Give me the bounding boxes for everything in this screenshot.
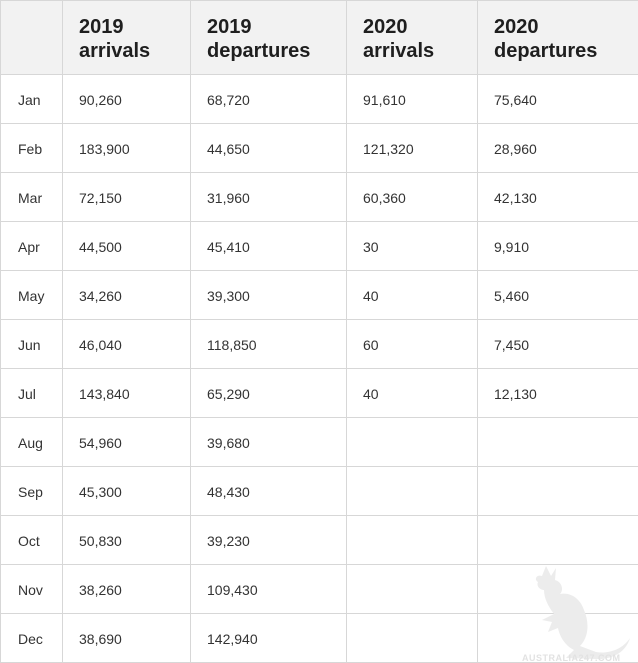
header-2020-departures: 2020 departures [477,0,638,75]
table-row: May 34,260 39,300 40 5,460 [0,270,638,320]
header-label: departures [207,39,311,62]
value-cell: 39,680 [190,417,347,467]
header-2019-departures: 2019 departures [190,0,347,75]
value-cell: 183,900 [62,123,191,173]
value-cell [346,466,478,516]
month-cell: Nov [0,564,63,614]
value-cell: 40 [346,368,478,418]
table-row: Nov 38,260 109,430 [0,564,638,614]
value-cell: 121,320 [346,123,478,173]
value-cell: 75,640 [477,74,638,124]
value-cell: 143,840 [62,368,191,418]
table-row: Dec 38,690 142,940 [0,613,638,663]
value-cell [346,417,478,467]
table-row: Jan 90,260 68,720 91,610 75,640 [0,74,638,124]
table-row: Aug 54,960 39,680 [0,417,638,467]
value-cell: 45,300 [62,466,191,516]
month-cell: Dec [0,613,63,663]
value-cell: 28,960 [477,123,638,173]
value-cell: 48,430 [190,466,347,516]
value-cell: 45,410 [190,221,347,271]
month-cell: Apr [0,221,63,271]
value-cell: 38,260 [62,564,191,614]
month-cell: Sep [0,466,63,516]
value-cell: 90,260 [62,74,191,124]
header-2020-arrivals: 2020 arrivals [346,0,478,75]
value-cell [477,515,638,565]
month-cell: Jan [0,74,63,124]
month-cell: Jul [0,368,63,418]
value-cell: 39,230 [190,515,347,565]
header-label: departures [494,39,598,62]
table-row: Jul 143,840 65,290 40 12,130 [0,368,638,418]
value-cell: 46,040 [62,319,191,369]
month-cell: May [0,270,63,320]
header-year: 2020 [363,15,408,38]
month-cell: Mar [0,172,63,222]
month-cell: Jun [0,319,63,369]
value-cell: 30 [346,221,478,271]
value-cell: 38,690 [62,613,191,663]
value-cell: 91,610 [346,74,478,124]
month-cell: Oct [0,515,63,565]
value-cell: 118,850 [190,319,347,369]
value-cell: 42,130 [477,172,638,222]
value-cell [477,466,638,516]
value-cell [346,613,478,663]
header-year: 2019 [79,15,124,38]
value-cell: 9,910 [477,221,638,271]
value-cell: 7,450 [477,319,638,369]
value-cell [477,613,638,663]
month-cell: Aug [0,417,63,467]
value-cell: 12,130 [477,368,638,418]
value-cell: 72,150 [62,172,191,222]
value-cell: 109,430 [190,564,347,614]
value-cell: 40 [346,270,478,320]
month-cell: Feb [0,123,63,173]
header-corner-cell [0,0,63,75]
table-row: Feb 183,900 44,650 121,320 28,960 [0,123,638,173]
value-cell [346,564,478,614]
value-cell: 44,650 [190,123,347,173]
value-cell [477,564,638,614]
value-cell: 39,300 [190,270,347,320]
table-row: Sep 45,300 48,430 [0,466,638,516]
value-cell: 142,940 [190,613,347,663]
value-cell: 31,960 [190,172,347,222]
value-cell: 60,360 [346,172,478,222]
table-row: Oct 50,830 39,230 [0,515,638,565]
value-cell [346,515,478,565]
table-body: Jan 90,260 68,720 91,610 75,640 Feb 183,900 44,… [0,74,638,663]
value-cell: 68,720 [190,74,347,124]
header-label: arrivals [79,39,151,62]
value-cell: 54,960 [62,417,191,467]
value-cell: 65,290 [190,368,347,418]
header-year: 2019 [207,15,252,38]
table-row: Mar 72,150 31,960 60,360 42,130 [0,172,638,222]
header-label: arrivals [363,39,435,62]
value-cell: 60 [346,319,478,369]
header-year: 2020 [494,15,539,38]
table-header-row: 2019 arrivals 2019 departures 2020 arriv… [0,0,638,75]
header-2019-arrivals: 2019 arrivals [62,0,191,75]
value-cell: 34,260 [62,270,191,320]
value-cell [477,417,638,467]
value-cell: 50,830 [62,515,191,565]
table-row: Apr 44,500 45,410 30 9,910 [0,221,638,271]
value-cell: 44,500 [62,221,191,271]
value-cell: 5,460 [477,270,638,320]
table-row: Jun 46,040 118,850 60 7,450 [0,319,638,369]
